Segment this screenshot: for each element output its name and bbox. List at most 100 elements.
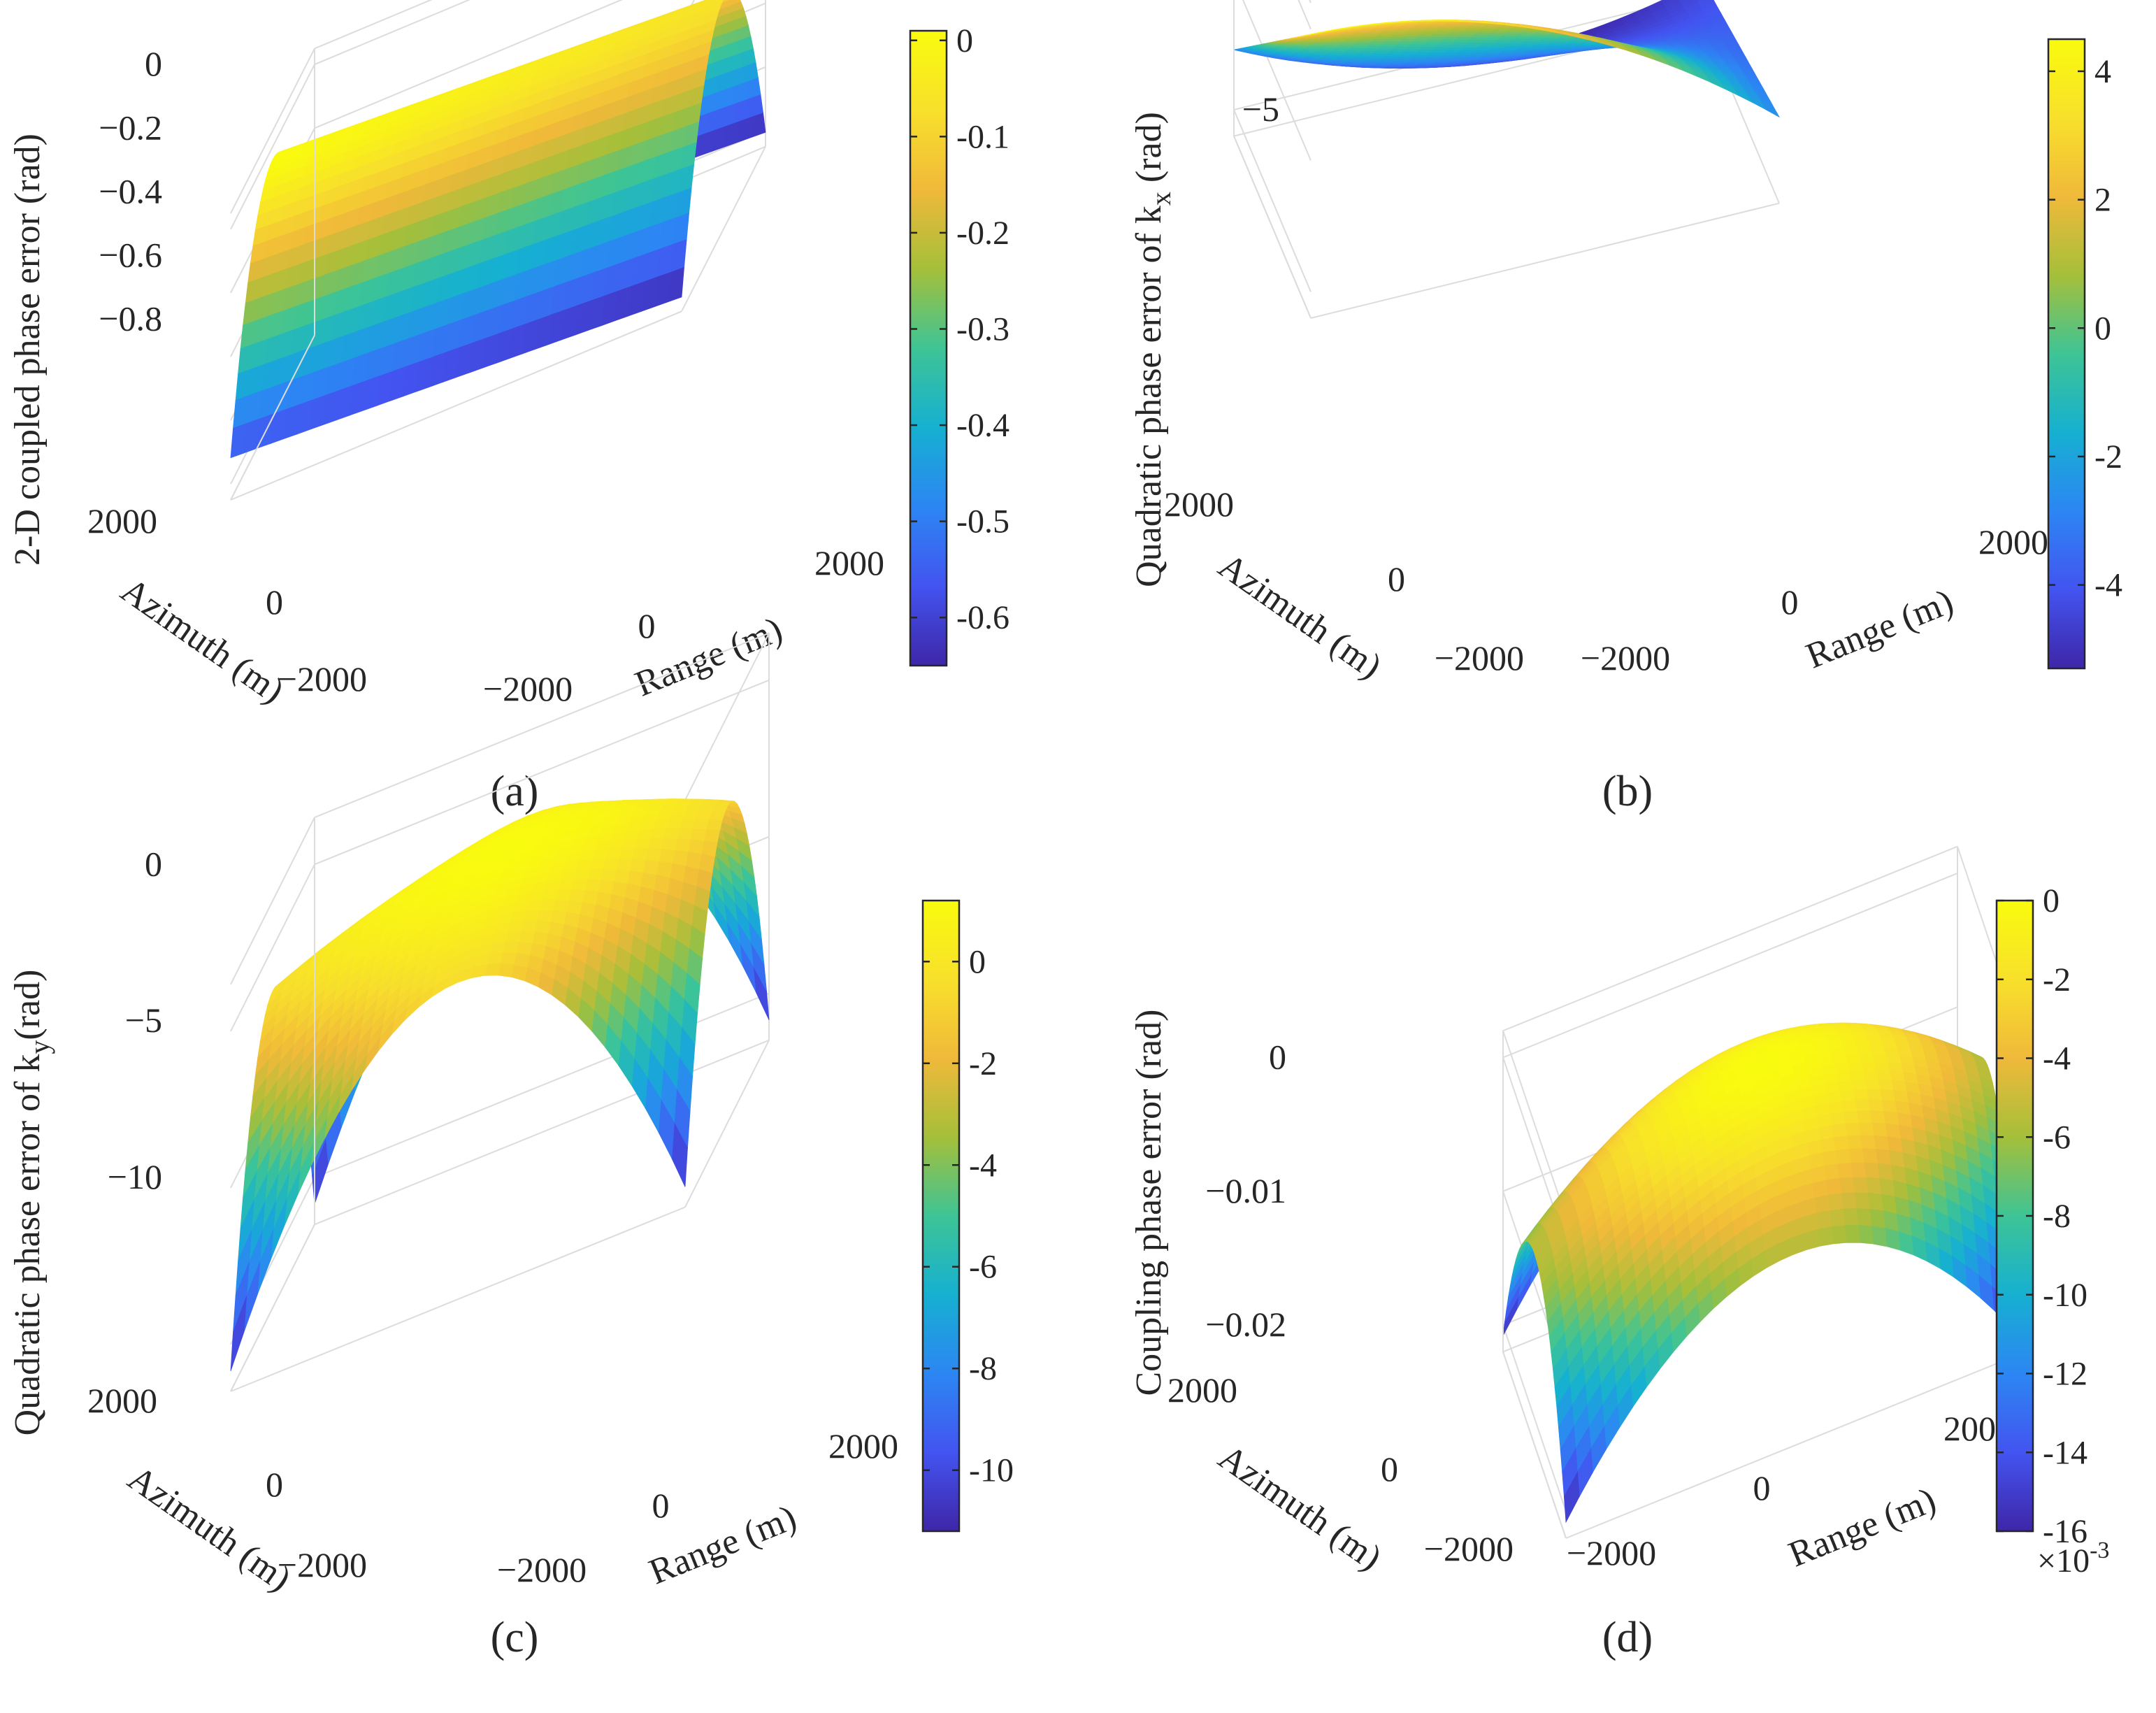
surface-patch [1844,1122,1861,1137]
surface-patch [613,869,631,884]
surface-patch [1873,1135,1890,1151]
surface-patch [1407,43,1425,48]
surface-patch [1841,1192,1857,1210]
z-tick-label: −0.4 [99,171,162,210]
colorbar-tick-label: -8 [2043,1198,2071,1235]
surface-patch [1816,1210,1832,1230]
surface-patch [1428,36,1446,40]
surface-patch [1862,1148,1878,1164]
grid-line [681,146,766,312]
azimuth-axis [230,334,315,501]
panel-caption: (d) [1602,1614,1653,1661]
surface-patch [511,964,528,982]
range-tick-label: −2000 [1581,638,1670,678]
surface-patch [695,812,712,821]
surface-patch [1340,41,1358,44]
surface-patch [1852,1177,1869,1194]
z-axis-label: Coupling phase error (rad) [1129,1009,1169,1396]
range-tick-label: 0 [1753,1468,1771,1507]
colorbar-gradient [923,901,959,1531]
surface-patch [631,847,649,861]
azimuth-tick-label: −2000 [278,659,367,698]
grid-line [230,817,315,985]
surface-patch [1845,1054,1862,1064]
surface-patch [690,829,707,842]
colorbar-tick-label: -10 [2043,1277,2087,1314]
azimuth-tick-label: 2000 [87,1381,157,1420]
range-tick-label: 0 [1781,582,1799,622]
surface-patch [1850,1162,1867,1178]
colorbar-tick-label: 0 [969,943,986,980]
surface-patch [1453,55,1471,58]
surface-patch [674,838,691,853]
z-tick-label: −0.01 [1205,1171,1286,1210]
grid-line [314,632,770,819]
surface-patch [1724,44,1741,49]
surface-patch [1853,1089,1869,1101]
range-tick-label: 2000 [828,1426,898,1465]
z-tick-label: 0 [145,44,162,83]
panel-c-surface [230,798,770,1372]
panel-c-colorbar: 0-2-4-6-8-10 [921,899,1014,1533]
surface-patch [1400,36,1418,39]
surface-patch [1876,1070,1892,1081]
surface-patch [1849,1028,1866,1034]
surface-patch [1818,1226,1834,1247]
surface-patch [1843,1110,1859,1124]
surface-patch [1354,41,1372,44]
surface-patch [1722,40,1739,45]
z-axis-label-main: Quadratic phase error of k [1129,206,1169,587]
colorbar-gradient [910,31,947,666]
surface-patch [1885,1123,1901,1139]
z-axis-label-main: 2-D coupled phase error (rad) [8,134,48,566]
azimuth-tick-label: 2000 [87,501,157,540]
surface-patch [1425,38,1443,43]
colorbar-tick-label: -2 [2043,961,2071,998]
colorbar-tick-label: 0 [2094,310,2111,347]
azimuth-tick-label: 0 [266,582,283,622]
colorbar-tick-label: -4 [2094,567,2122,604]
z-tick-label: −0.02 [1205,1305,1286,1344]
range-axis [230,1206,686,1392]
grid-line [314,0,623,129]
surface-patch [1449,44,1466,48]
azimuth-axis-label: Azimuth (m) [1212,546,1389,687]
surface-patch [1869,1110,1886,1124]
surface-patch [1437,41,1455,45]
surface-patch [554,889,572,901]
surface-patch [1864,1079,1881,1090]
surface-patch [584,879,601,893]
range-axis [230,310,682,501]
azimuth-axis [1233,136,1311,319]
surface-patch [1397,38,1416,42]
colorbar-tick-label: 0 [956,22,973,59]
colorbar-multiplier-base: ×10 [2037,1542,2090,1579]
z-axis-label: Quadratic phase error of ky(rad) [8,970,55,1436]
grid-line [1502,1030,1567,1218]
z-axis-label-main: Quadratic phase error of k [8,1054,48,1436]
z-axis-label-unit: (rad) [8,970,48,1040]
surface-patch [552,899,569,913]
surface-patch [1867,1192,1883,1212]
range-tick-label: −2000 [483,669,573,708]
surface-patch [1710,44,1728,49]
z-axis-label-main: Coupling phase error (rad) [1129,1009,1169,1396]
z-axis-label-unit: (rad) [1129,112,1169,192]
surface-patch [1471,50,1489,53]
surface-patch [1864,1032,1881,1038]
surface-patch [1414,36,1432,40]
surface-patch [1458,50,1476,53]
z-axis-label-subscript: x [1145,192,1177,206]
surface-patch [1858,1054,1875,1063]
surface-patch [1869,1209,1885,1229]
surface-patch [1485,50,1503,53]
surface-patch [1856,1047,1873,1056]
surface-patch [1460,47,1478,51]
surface-patch [1839,1089,1855,1102]
colorbar-tick-label: -6 [969,1249,997,1286]
surface-patch [1866,1089,1882,1101]
